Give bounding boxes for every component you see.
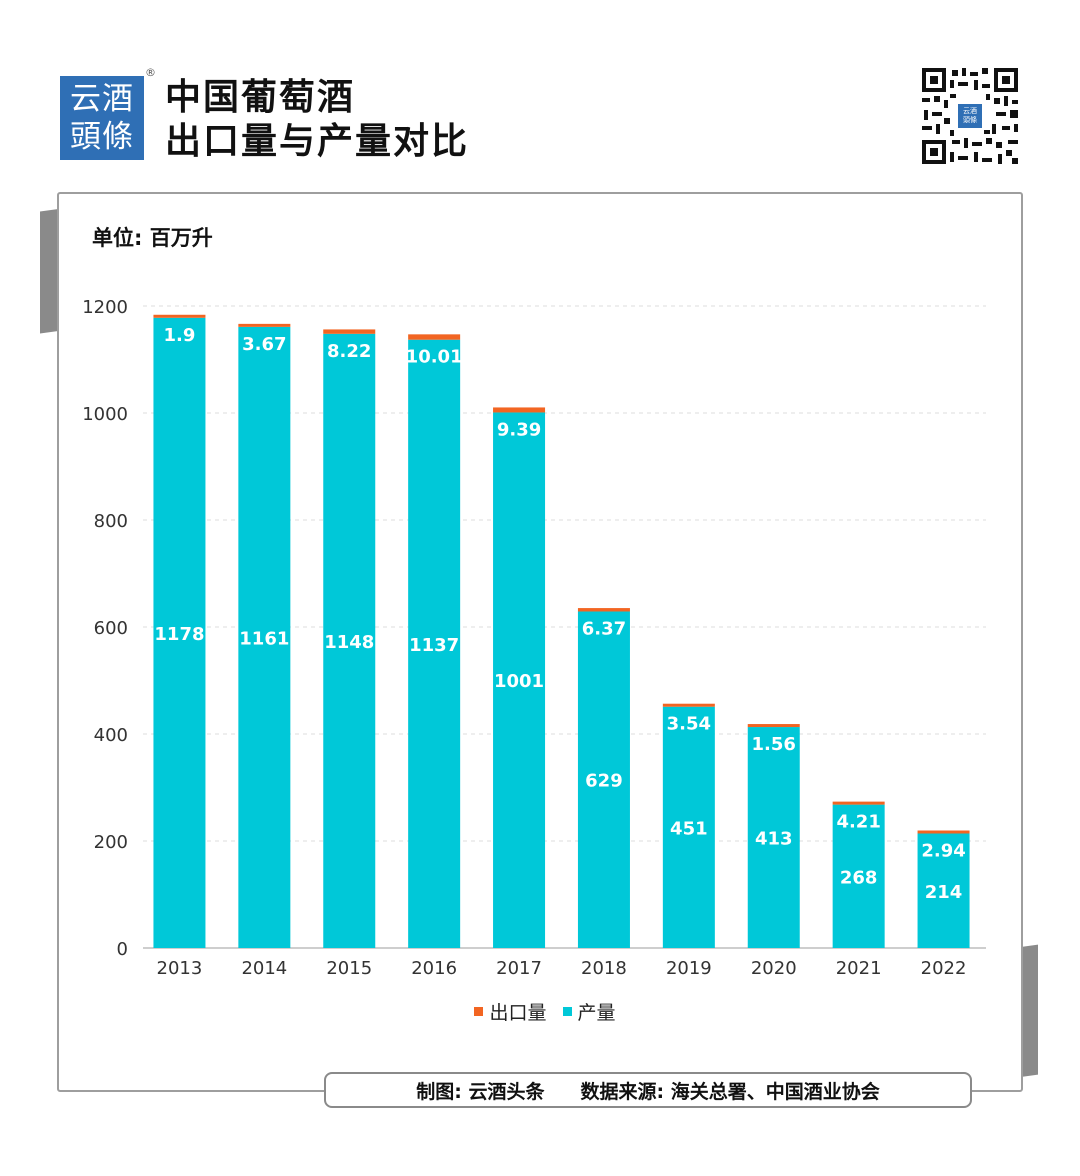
data-label-export: 3.67 (242, 334, 286, 355)
data-label-production: 1178 (154, 624, 204, 645)
data-label-export: 9.39 (497, 419, 541, 440)
page-title: 中国葡萄酒 出口量与产量对比 (165, 76, 469, 164)
data-label-export: 6.37 (582, 618, 626, 639)
x-tick-label: 2015 (326, 958, 372, 979)
bar-export (238, 323, 291, 327)
x-tick-label: 2021 (836, 958, 882, 979)
bar-production (747, 727, 800, 948)
legend-swatch-production (562, 1007, 572, 1016)
x-tick-label: 2018 (581, 958, 627, 979)
bar-production (577, 611, 630, 948)
legend-swatch-export (474, 1007, 484, 1016)
bar-production (238, 326, 291, 948)
y-tick-label: 200 (94, 832, 128, 853)
data-label-production: 214 (925, 882, 963, 903)
bar-export (747, 724, 800, 728)
bar-export (832, 801, 885, 805)
bar-production (408, 339, 461, 949)
data-label-production: 268 (840, 867, 878, 888)
data-label-export: 8.22 (327, 341, 371, 362)
bar-production (153, 317, 206, 948)
bar-production (493, 412, 546, 949)
y-tick-label: 1000 (82, 404, 128, 425)
bar-export (917, 830, 970, 834)
footer-credit-bar: 制图: 云酒头条 数据来源: 海关总署、中国酒业协会 (324, 1072, 972, 1108)
qr-code[interactable]: 云酒 頭條 (920, 66, 1020, 166)
data-label-production: 1001 (494, 671, 544, 692)
data-label-production: 629 (585, 771, 623, 792)
bar-export (493, 407, 546, 413)
bar-production (917, 833, 970, 948)
data-label-production: 413 (755, 829, 793, 850)
qr-logo-line-2: 頭條 (963, 116, 977, 124)
data-label-export: 1.56 (752, 734, 796, 755)
qr-logo-line-1: 云酒 (963, 107, 977, 115)
logo-line-2: 頭條 (70, 119, 134, 155)
logo-line-1: 云酒 (70, 81, 134, 117)
footer-credit: 制图: 云酒头条 (416, 1080, 545, 1103)
registered-mark: ® (145, 66, 156, 79)
unit-label: 单位: 百万升 (92, 226, 213, 250)
legend-label-export: 出口量 (489, 1002, 547, 1024)
data-label-export: 3.54 (667, 714, 711, 735)
data-label-production: 451 (670, 818, 708, 839)
qr-code-icon (920, 66, 1020, 166)
bar-production (323, 333, 376, 948)
y-tick-label: 0 (117, 939, 128, 960)
bar-export (577, 608, 630, 612)
x-tick-label: 2013 (157, 958, 203, 979)
bar-export (408, 334, 461, 340)
title-line-2: 出口量与产量对比 (165, 121, 470, 162)
chart-legend: 出口量 产量 (0, 998, 1080, 1025)
x-tick-label: 2019 (666, 958, 712, 979)
data-label-export: 10.01 (406, 347, 463, 368)
data-label-production: 1148 (324, 632, 374, 653)
x-tick-label: 2020 (751, 958, 797, 979)
bar-export (662, 703, 715, 707)
bar-production (662, 706, 715, 948)
bar-export (323, 329, 376, 334)
brand-logo: 云酒 頭條 (60, 76, 144, 160)
x-tick-label: 2017 (496, 958, 542, 979)
footer-source: 数据来源: 海关总署、中国酒业协会 (580, 1080, 880, 1103)
data-label-production: 1161 (239, 628, 289, 649)
y-tick-label: 1200 (82, 297, 128, 318)
bar-production (832, 804, 885, 948)
data-label-production: 1137 (409, 635, 459, 656)
qr-center-logo: 云酒 頭條 (956, 102, 984, 130)
data-label-export: 4.21 (836, 812, 880, 833)
title-line-1: 中国葡萄酒 (165, 77, 356, 118)
x-tick-label: 2014 (241, 958, 287, 979)
y-tick-label: 400 (94, 725, 128, 746)
data-label-export: 1.9 (164, 325, 196, 346)
x-tick-label: 2016 (411, 958, 457, 979)
y-tick-label: 600 (94, 618, 128, 639)
x-tick-label: 2022 (921, 958, 967, 979)
y-tick-label: 800 (94, 511, 128, 532)
data-label-export: 2.94 (921, 841, 965, 862)
legend-label-production: 产量 (577, 1002, 616, 1024)
bar-export (153, 314, 206, 318)
